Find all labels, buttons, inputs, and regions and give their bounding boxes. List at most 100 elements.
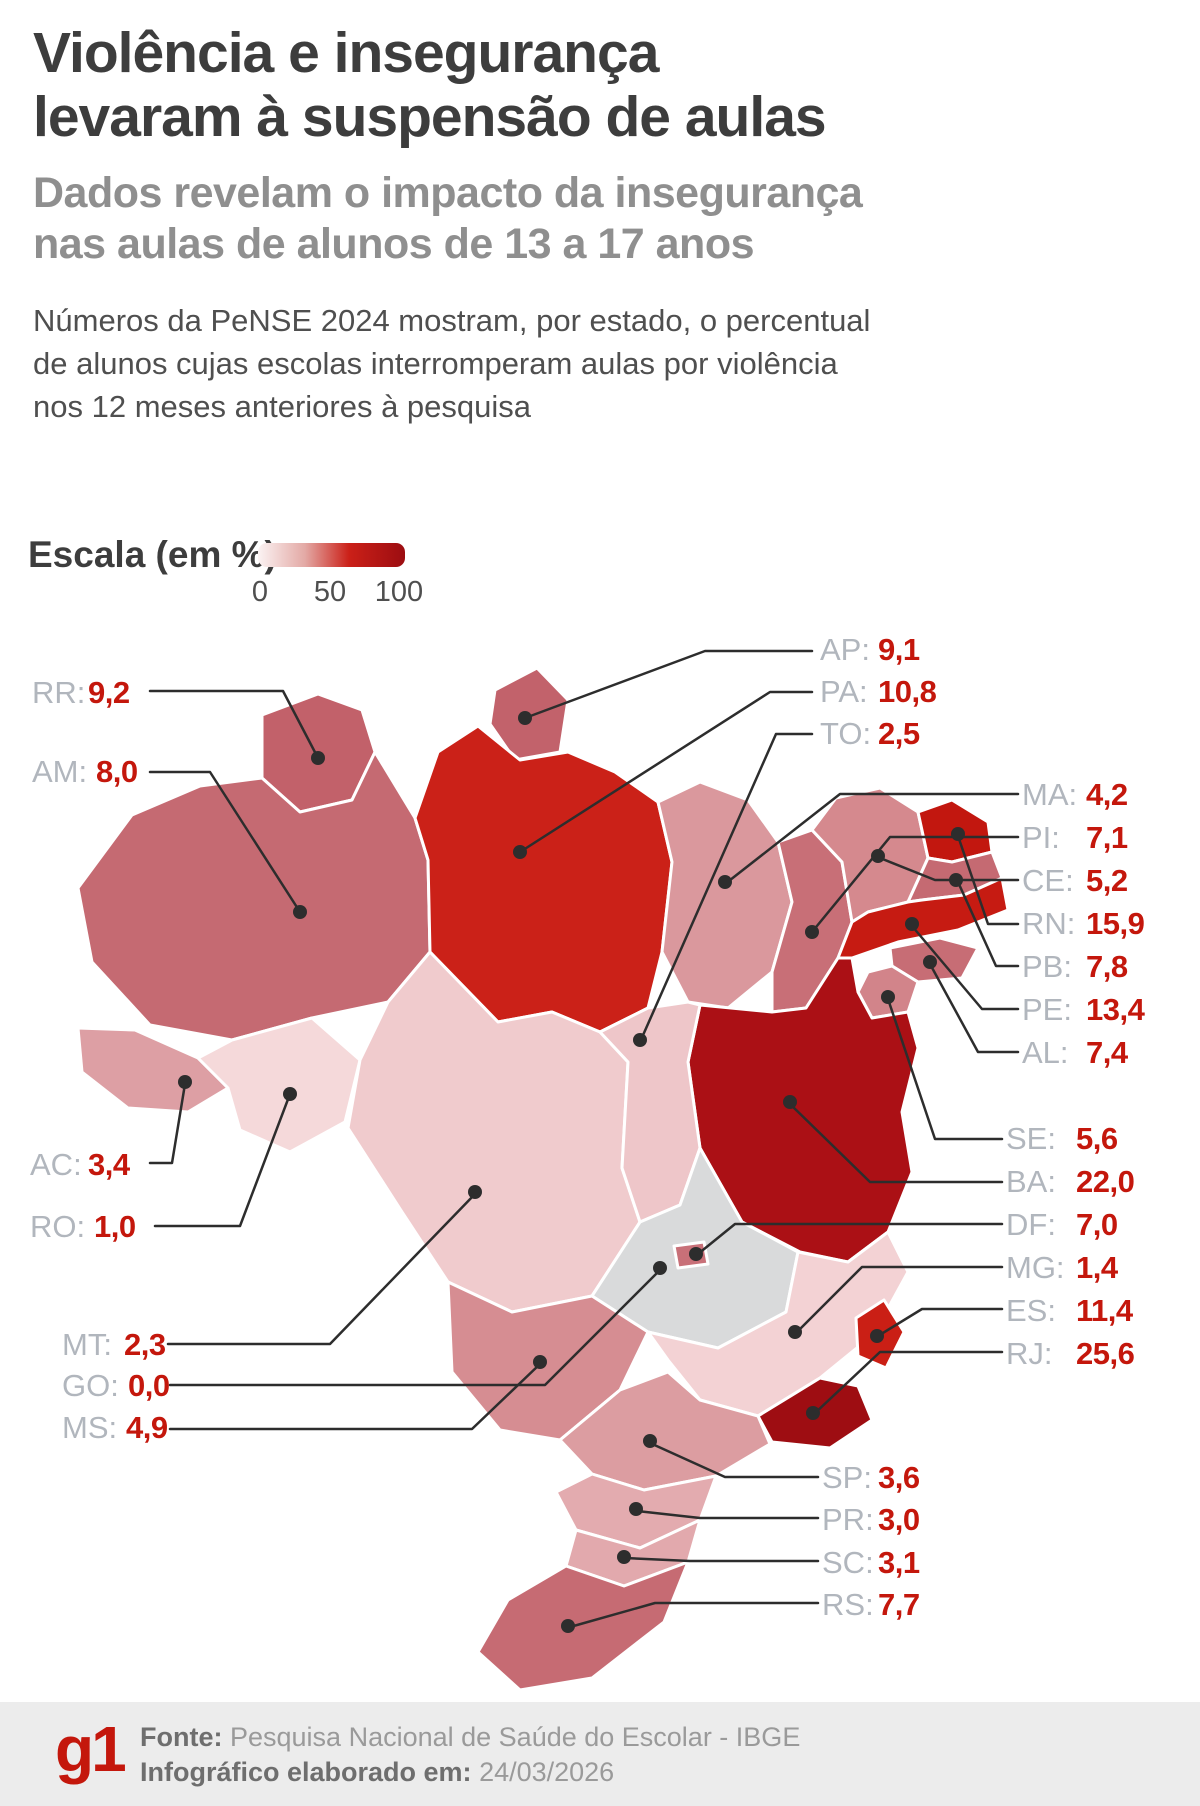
callout-line-ac — [148, 1082, 187, 1165]
state-label-am: AM: 8,0 — [32, 754, 138, 789]
legend-ticks: 0 50 100 — [244, 576, 424, 608]
footer-text: Fonte: Pesquisa Nacional de Saúde do Esc… — [140, 1722, 801, 1788]
state-label-sp: SP: 3,6 — [822, 1460, 920, 1495]
callout-dot-ro — [283, 1087, 297, 1101]
state-label-go: GO: 0,0 — [62, 1368, 170, 1403]
state-value: 13,4 — [1086, 992, 1145, 1027]
state-label-ac: AC: 3,4 — [30, 1147, 130, 1182]
state-label-al: AL: 7,4 — [1022, 1035, 1128, 1070]
state-value: 7,0 — [1076, 1207, 1118, 1242]
callout-dot-pb — [949, 873, 963, 887]
callout-line-df — [696, 1222, 1004, 1256]
state-value: 7,4 — [1086, 1035, 1128, 1070]
state-code: AL: — [1022, 1035, 1069, 1070]
state-label-ap: AP: 9,1 — [820, 632, 920, 667]
state-value: 15,9 — [1086, 906, 1145, 941]
state-code: MT: — [62, 1327, 112, 1362]
state-value: 2,3 — [124, 1327, 166, 1362]
state-label-to: TO: 2,5 — [820, 716, 920, 751]
footer-date: 24/03/2026 — [479, 1757, 615, 1788]
callout-dot-es — [870, 1329, 884, 1343]
state-code: PE: — [1022, 992, 1072, 1027]
state-label-es: ES: 11,4 — [1006, 1293, 1133, 1328]
state-label-sc: SC: 3,1 — [822, 1545, 920, 1580]
state-label-ma: MA: 4,2 — [1022, 777, 1128, 812]
callout-dot-ce — [871, 849, 885, 863]
state-code: RJ: — [1006, 1336, 1053, 1371]
callout-dot-sc — [617, 1550, 631, 1564]
legend-title: Escala (em %) — [28, 534, 277, 575]
state-code: MG: — [1006, 1250, 1065, 1285]
callout-line-ms — [168, 1362, 542, 1431]
state-value: 1,4 — [1076, 1250, 1118, 1285]
state-value: 7,8 — [1086, 949, 1128, 984]
state-code: PR: — [822, 1502, 874, 1537]
state-value: 4,2 — [1086, 777, 1128, 812]
state-code: AP: — [820, 632, 870, 667]
callout-dot-go — [653, 1261, 667, 1275]
state-label-rr: RR: 9,2 — [32, 675, 130, 710]
callout-line-ba — [788, 1102, 1004, 1184]
footer-bar — [0, 1702, 1200, 1806]
state-value: 5,6 — [1076, 1121, 1118, 1156]
state-code: MS: — [62, 1410, 118, 1445]
state-value: 8,0 — [96, 754, 138, 789]
callout-line-es — [876, 1307, 1004, 1338]
callout-dot-ap — [518, 711, 532, 725]
state-value: 4,9 — [126, 1410, 168, 1445]
state-label-pa: PA: 10,8 — [820, 674, 937, 709]
footer-source-label: Fonte: — [140, 1722, 223, 1752]
callout-line-rr — [148, 689, 320, 760]
callout-line-ro — [153, 1092, 292, 1228]
state-label-pr: PR: 3,0 — [822, 1502, 920, 1537]
state-value: 22,0 — [1076, 1164, 1135, 1199]
state-label-se: SE: 5,6 — [1006, 1121, 1118, 1156]
callout-line-ce — [878, 856, 1020, 882]
state-value: 7,7 — [878, 1587, 920, 1622]
state-label-rj: RJ: 25,6 — [1006, 1336, 1135, 1371]
state-value: 3,1 — [878, 1545, 920, 1580]
map-state-rs — [476, 1560, 690, 1692]
callout-line-al — [928, 962, 1020, 1054]
page-subtitle: Dados revelam o impacto da insegurança n… — [33, 168, 863, 269]
state-label-ro: RO: 1,0 — [30, 1209, 136, 1244]
intro-text: Números da PeNSE 2024 mostram, por estad… — [33, 303, 871, 424]
page-title: Violência e insegurança levaram à suspen… — [33, 21, 827, 150]
callout-dot-rj — [806, 1406, 820, 1420]
state-code: RO: — [30, 1209, 86, 1244]
callout-dot-rs — [561, 1619, 575, 1633]
state-label-mg: MG: 1,4 — [1006, 1250, 1118, 1285]
callout-dot-pr — [629, 1502, 643, 1516]
legend-gradient-bar — [258, 543, 405, 567]
callout-dot-mt — [468, 1185, 482, 1199]
callout-line-mg — [793, 1265, 1004, 1336]
state-value: 0,0 — [128, 1368, 170, 1403]
state-code: SE: — [1006, 1121, 1056, 1156]
state-code: TO: — [820, 716, 872, 751]
state-value: 9,1 — [878, 632, 920, 667]
callout-line-pb — [956, 880, 1020, 968]
legend-tick-50: 50 — [313, 576, 347, 608]
state-code: SC: — [822, 1545, 874, 1580]
callout-line-pi — [810, 835, 1020, 934]
callout-dot-mg — [788, 1325, 802, 1339]
callout-line-ap — [523, 649, 814, 720]
callout-line-pr — [635, 1509, 820, 1520]
state-code: PA: — [820, 674, 868, 709]
callout-dot-se — [881, 990, 895, 1004]
state-code: RS: — [822, 1587, 874, 1622]
callout-line-to — [638, 732, 814, 1044]
state-label-ba: BA: 22,0 — [1006, 1164, 1135, 1199]
callout-line-sc — [623, 1556, 820, 1563]
callout-dot-df — [689, 1247, 703, 1261]
map-state-am — [76, 750, 432, 1042]
callout-line-ma — [723, 792, 1020, 886]
callout-line-pa — [518, 690, 814, 854]
state-value: 5,2 — [1086, 863, 1128, 898]
state-code: CE: — [1022, 863, 1074, 898]
state-code: AC: — [30, 1147, 82, 1182]
callout-dot-al — [923, 955, 937, 969]
page-subtitle-line2: nas aulas de alunos de 13 a 17 anos — [33, 219, 755, 268]
callout-line-am — [148, 770, 302, 914]
